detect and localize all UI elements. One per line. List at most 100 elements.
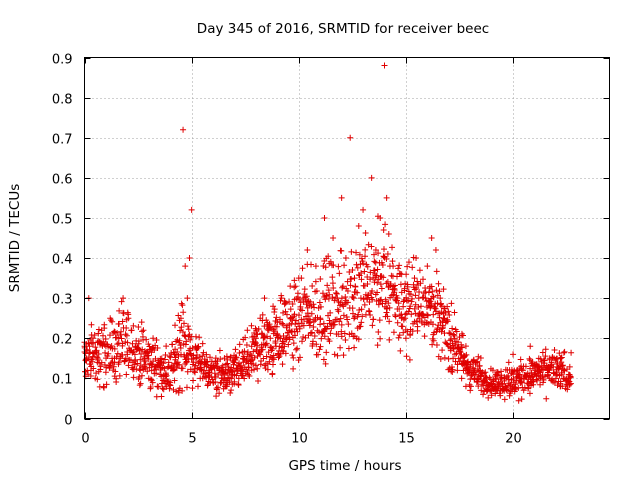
scatter-point bbox=[316, 299, 323, 306]
scatter-point bbox=[454, 361, 461, 368]
scatter-point bbox=[134, 360, 141, 367]
series-point bbox=[188, 206, 195, 213]
scatter-point bbox=[362, 229, 369, 236]
scatter-point bbox=[322, 360, 329, 367]
scatter-point bbox=[307, 330, 314, 337]
scatter-point bbox=[395, 300, 402, 307]
scatter-point bbox=[246, 372, 253, 379]
series-point bbox=[278, 295, 285, 302]
scatter-point bbox=[328, 325, 335, 332]
scatter-point bbox=[549, 354, 556, 361]
scatter-point bbox=[281, 300, 288, 307]
scatter-point bbox=[248, 352, 255, 359]
scatter-point bbox=[176, 361, 183, 368]
series-point bbox=[518, 375, 525, 382]
scatter-point bbox=[318, 335, 325, 342]
scatter-point bbox=[315, 351, 322, 358]
scatter-point bbox=[175, 353, 182, 360]
scatter-point bbox=[371, 258, 378, 265]
scatter-point bbox=[282, 308, 289, 315]
scatter-point bbox=[323, 326, 330, 333]
series-point bbox=[467, 387, 474, 394]
series-point bbox=[360, 206, 367, 213]
scatter-point bbox=[154, 345, 161, 352]
scatter-point bbox=[171, 377, 178, 384]
scatter-point bbox=[377, 281, 384, 288]
scatter-point bbox=[389, 258, 396, 265]
series-point bbox=[312, 263, 319, 270]
scatter-point bbox=[386, 318, 393, 325]
scatter-point bbox=[148, 361, 155, 368]
scatter-point bbox=[291, 277, 298, 284]
scatter-point bbox=[558, 371, 565, 378]
scatter-point bbox=[151, 347, 158, 354]
scatter-point bbox=[153, 370, 160, 377]
scatter-point bbox=[430, 311, 437, 318]
scatter-point bbox=[497, 376, 504, 383]
scatter-point bbox=[437, 355, 444, 362]
series-point bbox=[222, 383, 229, 390]
series-point bbox=[325, 287, 332, 294]
scatter-point bbox=[407, 291, 414, 298]
scatter-point bbox=[399, 323, 406, 330]
scatter-point bbox=[111, 345, 118, 352]
scatter-point bbox=[475, 353, 482, 360]
scatter-point bbox=[145, 352, 152, 359]
series-point bbox=[265, 327, 272, 334]
scatter-point bbox=[289, 300, 296, 307]
scatter-point bbox=[428, 283, 435, 290]
scatter-point bbox=[428, 302, 435, 309]
scatter-point bbox=[221, 376, 228, 383]
x-tick-label: 0 bbox=[81, 432, 89, 447]
scatter-point bbox=[88, 321, 95, 328]
scatter-point bbox=[357, 295, 364, 302]
scatter-point bbox=[335, 263, 342, 270]
scatter-point bbox=[350, 295, 357, 302]
scatter-point bbox=[89, 356, 96, 363]
scatter-point bbox=[405, 297, 412, 304]
scatter-point bbox=[217, 379, 224, 386]
scatter-point bbox=[367, 312, 374, 319]
scatter-point bbox=[424, 312, 431, 319]
scatter-point bbox=[339, 284, 346, 291]
scatter-point bbox=[405, 308, 412, 315]
scatter-point bbox=[100, 384, 107, 391]
scatter-point bbox=[413, 285, 420, 292]
scatter-point bbox=[187, 350, 194, 357]
scatter-point bbox=[116, 320, 123, 327]
scatter-point bbox=[447, 330, 454, 337]
scatter-point bbox=[331, 321, 338, 328]
scatter-point bbox=[367, 269, 374, 276]
scatter-point bbox=[380, 274, 387, 281]
series-point bbox=[377, 214, 384, 221]
scatter-point bbox=[476, 362, 483, 369]
scatter-point bbox=[336, 318, 343, 325]
scatter-point bbox=[332, 290, 339, 297]
scatter-point bbox=[326, 338, 333, 345]
series-point bbox=[162, 371, 169, 378]
scatter-point bbox=[307, 299, 314, 306]
scatter-point bbox=[426, 298, 433, 305]
scatter-point bbox=[177, 327, 184, 334]
scatter-point bbox=[95, 338, 102, 345]
scatter-point bbox=[116, 372, 123, 379]
scatter-point bbox=[267, 335, 274, 342]
scatter-point bbox=[375, 301, 382, 308]
scatter-point bbox=[242, 334, 249, 341]
scatter-point bbox=[415, 304, 422, 311]
scatter-point bbox=[100, 332, 107, 339]
scatter-point bbox=[518, 396, 525, 403]
scatter-point bbox=[417, 303, 424, 310]
scatter-point bbox=[181, 332, 188, 339]
scatter-point bbox=[537, 381, 544, 388]
scatter-point bbox=[87, 349, 94, 356]
scatter-point bbox=[411, 305, 418, 312]
series-point bbox=[497, 383, 504, 390]
scatter-point bbox=[232, 346, 239, 353]
scatter-point bbox=[355, 311, 362, 318]
scatter-point bbox=[520, 387, 527, 394]
scatter-point bbox=[358, 306, 365, 313]
scatter-point bbox=[384, 313, 391, 320]
y-tick-labels: 0 0.1 0.2 0.3 0.4 0.5 0.6 0.7 0.8 0.9 bbox=[52, 53, 73, 429]
scatter-point bbox=[269, 361, 276, 368]
